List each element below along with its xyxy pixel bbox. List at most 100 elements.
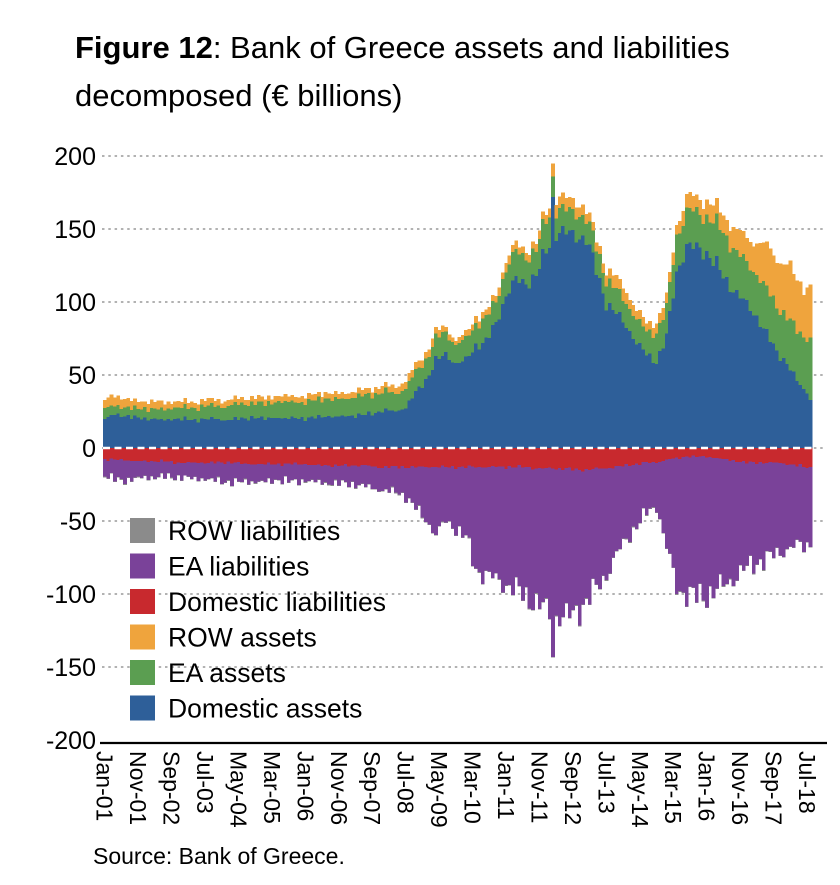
bar-segment bbox=[353, 488, 358, 489]
bar-segment bbox=[731, 248, 736, 293]
bar-segment bbox=[534, 276, 539, 448]
bar-segment bbox=[567, 206, 572, 231]
bar-segment bbox=[500, 303, 505, 448]
bar-segment bbox=[701, 208, 706, 224]
bar-segment bbox=[133, 405, 137, 416]
bar-segment bbox=[377, 491, 382, 492]
bar-segment bbox=[678, 591, 683, 592]
bar-segment bbox=[123, 399, 127, 408]
bar-segment bbox=[698, 448, 703, 457]
bar-segment bbox=[477, 448, 482, 467]
bar-segment bbox=[263, 399, 268, 406]
x-tick-label: Sep-02 bbox=[159, 751, 185, 825]
bar-segment bbox=[103, 448, 107, 460]
bar-segment bbox=[524, 587, 529, 588]
bar-segment bbox=[624, 293, 629, 305]
bar-segment bbox=[203, 448, 208, 464]
bar-segment bbox=[427, 524, 432, 526]
bar-segment bbox=[624, 304, 629, 329]
bar-segment bbox=[611, 448, 616, 469]
bar-segment bbox=[755, 315, 759, 448]
bar-segment bbox=[678, 220, 683, 234]
bar-segment bbox=[654, 448, 659, 464]
bar-segment bbox=[801, 295, 806, 338]
bar-segment bbox=[156, 462, 161, 478]
bar-segment bbox=[654, 512, 659, 513]
bar-segment bbox=[524, 252, 529, 261]
bar-segment bbox=[638, 310, 642, 320]
bar-segment bbox=[146, 479, 151, 481]
x-tick-label: Jul-03 bbox=[192, 751, 218, 814]
bar-segment bbox=[143, 448, 147, 461]
bar-segment bbox=[718, 458, 723, 574]
bar-segment bbox=[156, 477, 161, 478]
bar-segment bbox=[608, 278, 612, 304]
bar-segment bbox=[608, 448, 612, 469]
bar-segment bbox=[293, 462, 298, 479]
bar-segment bbox=[671, 252, 676, 265]
bar-segment bbox=[283, 448, 288, 464]
bar-segment bbox=[317, 448, 321, 465]
bar-segment bbox=[373, 466, 378, 489]
legend-label: ROW assets bbox=[168, 623, 317, 653]
bar-segment bbox=[795, 539, 800, 541]
bar-segment bbox=[521, 600, 525, 602]
bar-segment bbox=[745, 260, 749, 301]
bar-segment bbox=[761, 242, 766, 281]
bar-segment bbox=[564, 234, 569, 448]
bar-segment bbox=[373, 412, 378, 448]
bar-segment bbox=[547, 217, 552, 249]
bar-segment bbox=[795, 333, 800, 381]
bar-segment bbox=[327, 398, 331, 416]
bar-segment bbox=[133, 415, 137, 448]
bar-segment bbox=[146, 448, 151, 463]
bar-segment bbox=[537, 268, 542, 448]
bar-segment bbox=[179, 407, 184, 421]
bar-segment bbox=[410, 465, 415, 503]
bar-segment bbox=[380, 412, 385, 448]
bar-segment bbox=[176, 474, 181, 476]
bar-segment bbox=[156, 448, 161, 463]
bar-segment bbox=[246, 400, 251, 407]
bar-segment bbox=[143, 401, 147, 408]
bar-segment bbox=[256, 394, 261, 402]
bar-segment bbox=[350, 398, 355, 416]
x-tick-label: Mar-15 bbox=[660, 751, 686, 824]
bar-segment bbox=[567, 448, 572, 468]
bar-segment bbox=[661, 532, 666, 534]
bar-segment bbox=[718, 448, 723, 459]
bar-segment bbox=[554, 218, 559, 241]
bar-segment bbox=[179, 401, 184, 408]
bar-segment bbox=[363, 394, 368, 415]
bar-segment bbox=[541, 468, 545, 603]
bar-segment bbox=[715, 213, 719, 257]
bar-segment bbox=[383, 387, 388, 409]
bar-segment bbox=[464, 468, 468, 535]
bar-segment bbox=[504, 272, 509, 297]
bar-segment bbox=[628, 299, 632, 310]
bar-segment bbox=[353, 465, 358, 489]
bar-segment bbox=[283, 476, 288, 477]
bar-segment bbox=[457, 337, 462, 343]
bar-segment bbox=[745, 238, 749, 261]
bar-segment bbox=[253, 483, 258, 484]
bar-segment bbox=[333, 448, 338, 465]
bar-segment bbox=[618, 312, 622, 448]
bar-segment bbox=[715, 256, 719, 448]
bar-segment bbox=[189, 478, 194, 480]
bar-segment bbox=[206, 462, 211, 479]
legend-item-row-liabilities: ROW liabilities bbox=[130, 516, 340, 546]
bar-segment bbox=[611, 275, 616, 288]
bar-segment bbox=[694, 194, 699, 207]
bar-segment bbox=[735, 290, 739, 448]
bar-segment bbox=[223, 463, 228, 483]
bar-segment bbox=[437, 448, 442, 468]
bar-segment bbox=[243, 448, 248, 464]
bar-segment bbox=[765, 328, 769, 448]
bar-segment bbox=[320, 417, 325, 448]
bar-segment bbox=[213, 406, 218, 420]
bar-segment bbox=[674, 234, 679, 272]
bar-segment bbox=[624, 448, 629, 464]
bar-segment bbox=[286, 418, 291, 448]
bar-segment bbox=[611, 557, 616, 558]
